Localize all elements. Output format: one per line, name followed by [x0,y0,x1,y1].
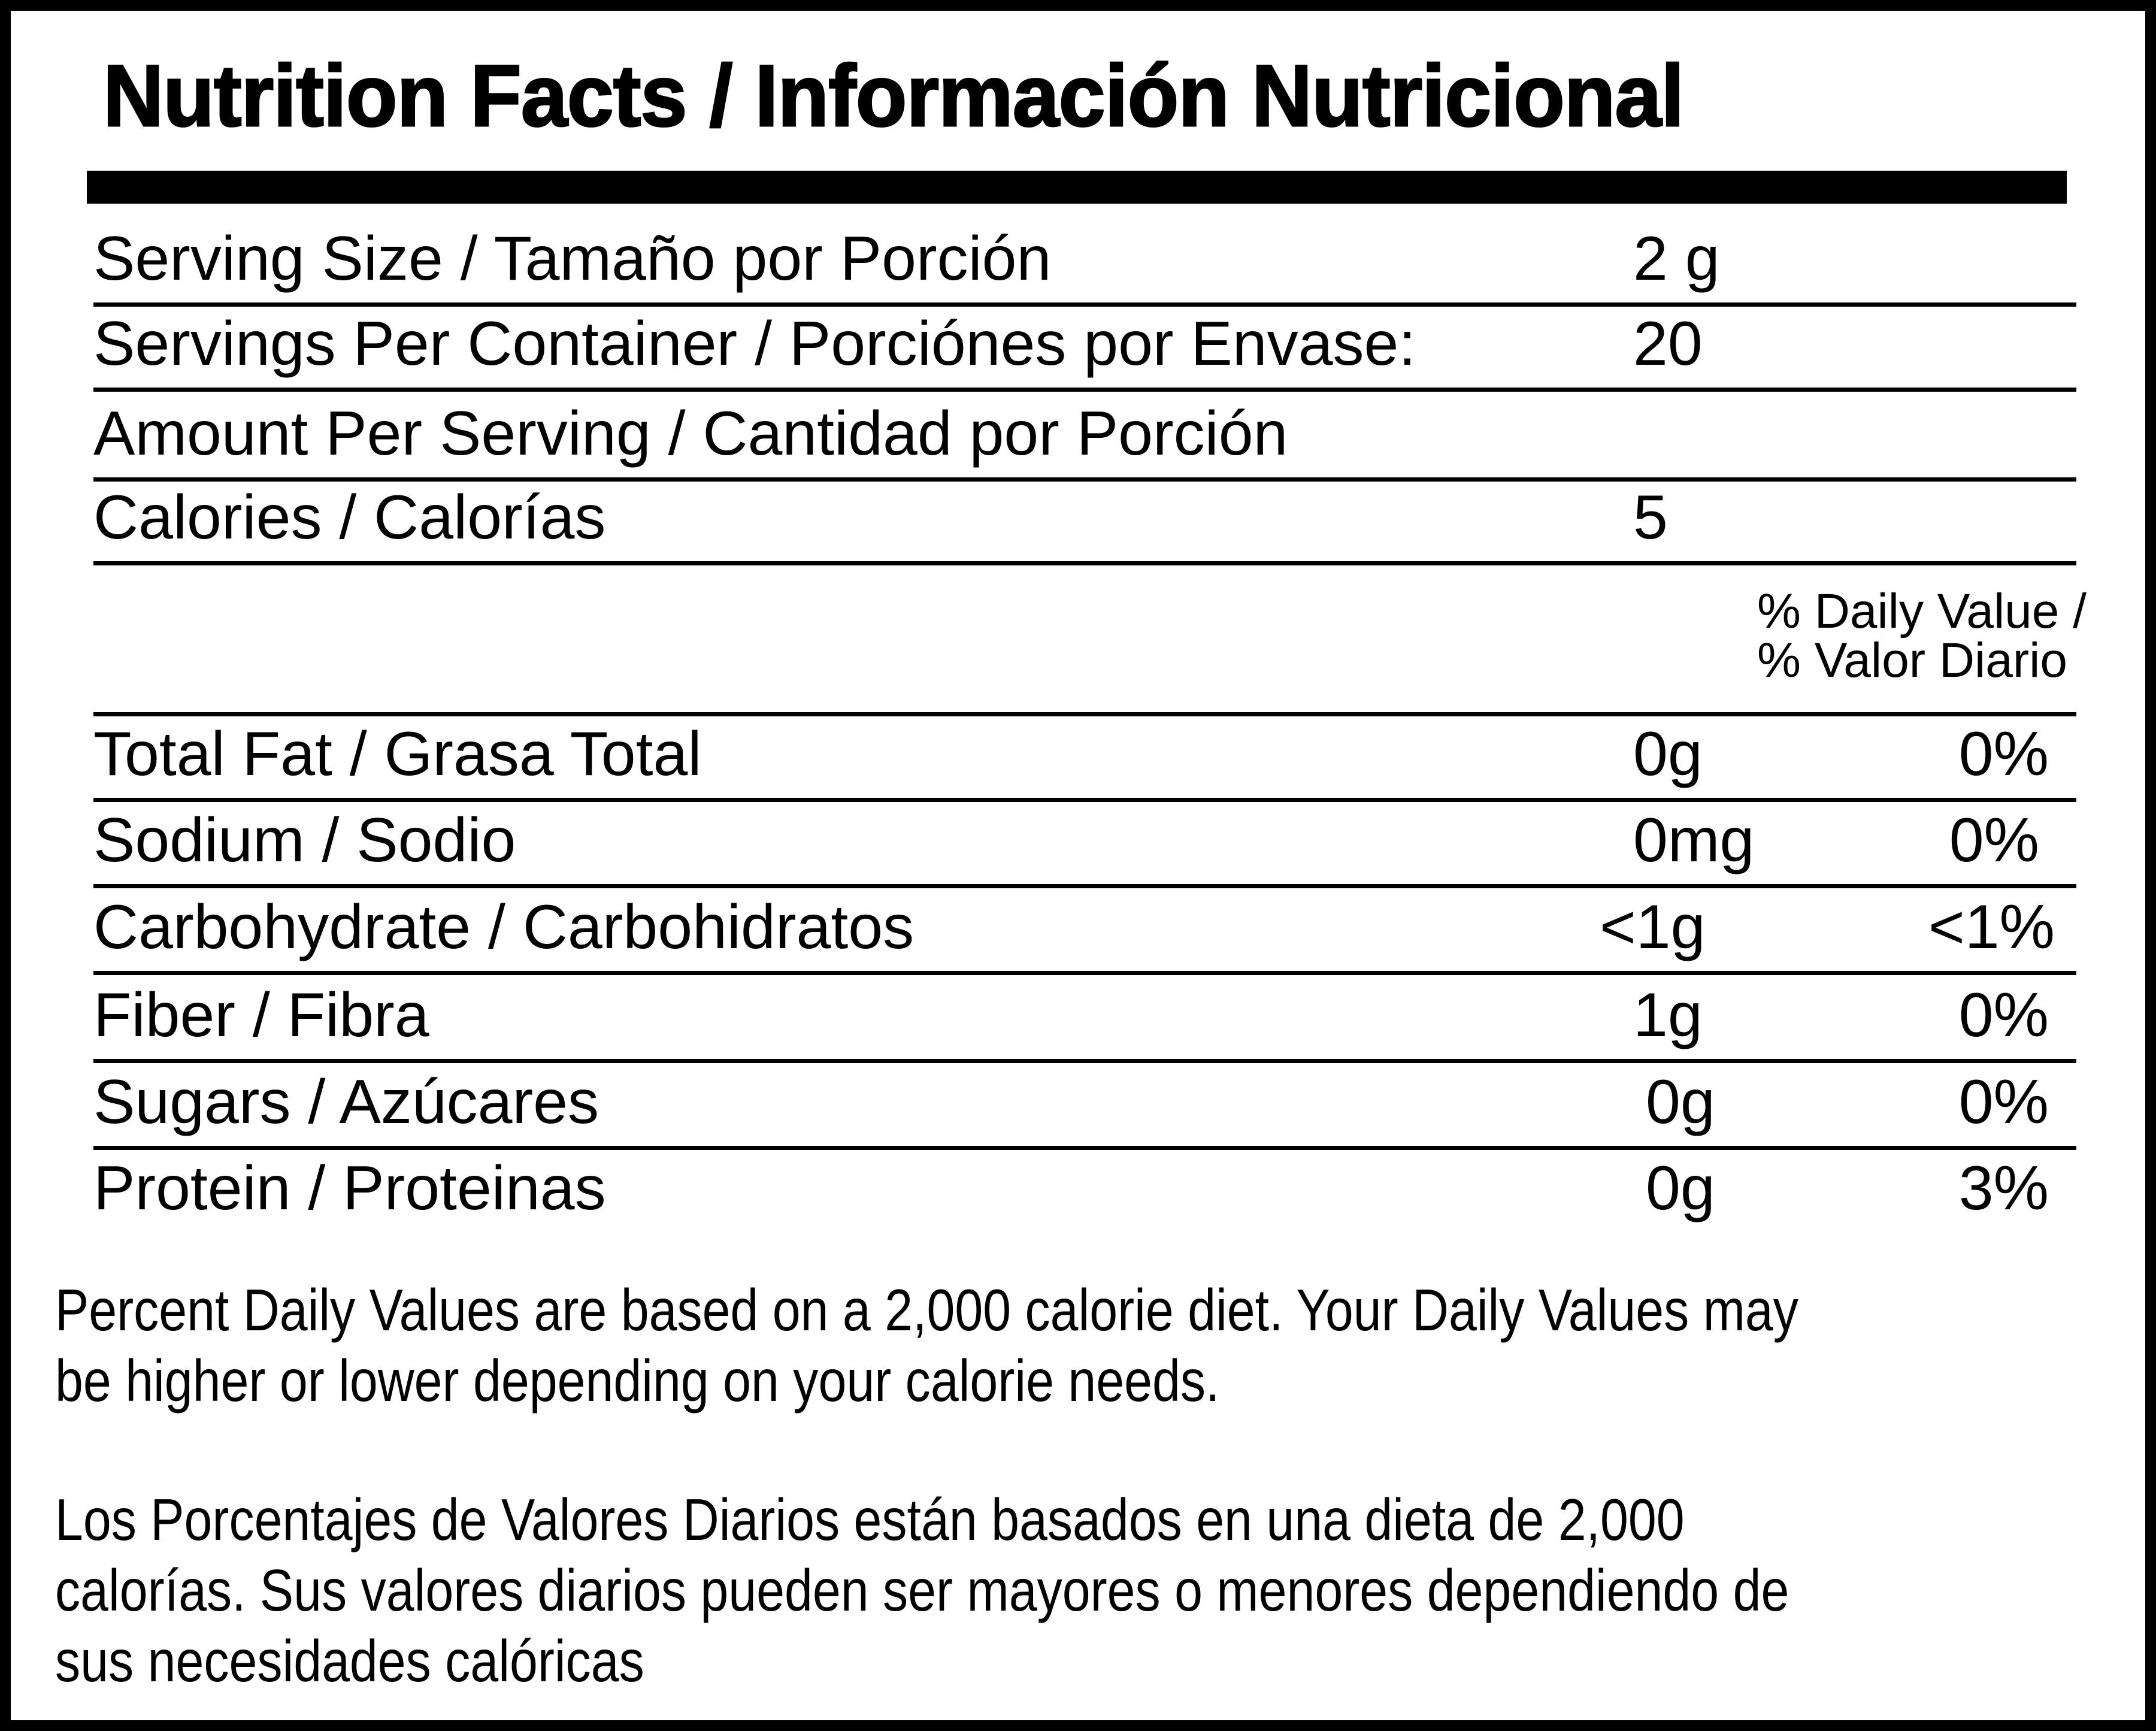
nutrient-amount: <1g [1600,892,1706,962]
nutrient-label: Protein / Proteinas [93,1154,606,1223]
amount-per-serving-label: Amount Per Serving / Cantidad por Porció… [93,399,1288,468]
nutrient-label: Total Fat / Grasa Total [93,719,702,789]
footnote-line: be higher or lower depending on your cal… [55,1348,1220,1414]
nutrient-row: Sodium / Sodio 0mg 0% [93,797,2076,888]
daily-value-header-es: % Valor Diario [1757,633,2067,688]
nutrient-amount: 0g [1646,1067,1715,1137]
label-title: Nutrition Facts / Información Nutriciona… [102,46,1685,146]
nutrient-amount: 0g [1646,1154,1715,1223]
nutrient-label: Fiber / Fibra [93,981,429,1050]
nutrient-amount: 0mg [1633,806,1755,875]
nutrient-label: Sodium / Sodio [93,806,516,875]
nutrient-amount: 0g [1633,719,1703,789]
daily-value-header-en: % Daily Value / [1757,584,2087,638]
serving-size-row: Serving Size / Tamaño por Porción 2 g [93,216,2076,307]
title-divider [87,171,2067,204]
servings-per-container-label: Servings Per Container / Porciónes por E… [93,309,1416,379]
nutrient-daily-value: <1% [1928,892,2055,962]
nutrient-daily-value: 0% [1958,981,2049,1050]
footnote-line: Percent Daily Values are based on a 2,00… [55,1277,1798,1343]
amount-per-serving-row: Amount Per Serving / Cantidad por Porció… [93,391,2076,482]
footnote-spanish: Los Porcentajes de Valores Diarios están… [55,1484,1789,1696]
calories-value: 5 [1633,483,1668,552]
nutrient-row: Fiber / Fibra 1g 0% [93,972,2076,1063]
footnote-english: Percent Daily Values are based on a 2,00… [55,1275,1798,1416]
footnote-line: calorías. Sus valores diarios pueden ser… [55,1557,1789,1623]
servings-per-container-value: 20 [1633,309,1703,379]
nutrient-daily-value: 0% [1958,719,2049,789]
nutrient-row: Sugars / Azúcares 0g 0% [93,1059,2076,1150]
nutrient-daily-value: 3% [1958,1154,2049,1223]
nutrient-daily-value: 0% [1949,806,2039,875]
nutrient-daily-value: 0% [1958,1067,2049,1137]
nutrient-amount: 1g [1633,981,1703,1050]
footnote-line: Los Porcentajes de Valores Diarios están… [55,1487,1685,1553]
nutrient-label: Sugars / Azúcares [93,1067,599,1137]
nutrient-label: Carbohydrate / Carbohidratos [93,892,915,962]
nutrient-row: Total Fat / Grasa Total 0g 0% [93,711,2076,802]
nutrient-row: Protein / Proteinas 0g 3% [93,1145,2076,1232]
servings-per-container-row: Servings Per Container / Porciónes por E… [93,301,2076,392]
serving-size-value: 2 g [1633,224,1720,293]
nutrient-row: Carbohydrate / Carbohidratos <1g <1% [93,884,2076,975]
calories-label: Calories / Calorías [93,483,606,552]
footnote-line: sus necesidades calóricas [55,1628,644,1694]
serving-size-label: Serving Size / Tamaño por Porción [93,224,1052,293]
calories-row: Calories / Calorías 5 [93,474,2076,565]
dv-header-divider-row [93,625,2076,716]
daily-value-header: % Daily Value / % Valor Diario [1757,587,2087,685]
